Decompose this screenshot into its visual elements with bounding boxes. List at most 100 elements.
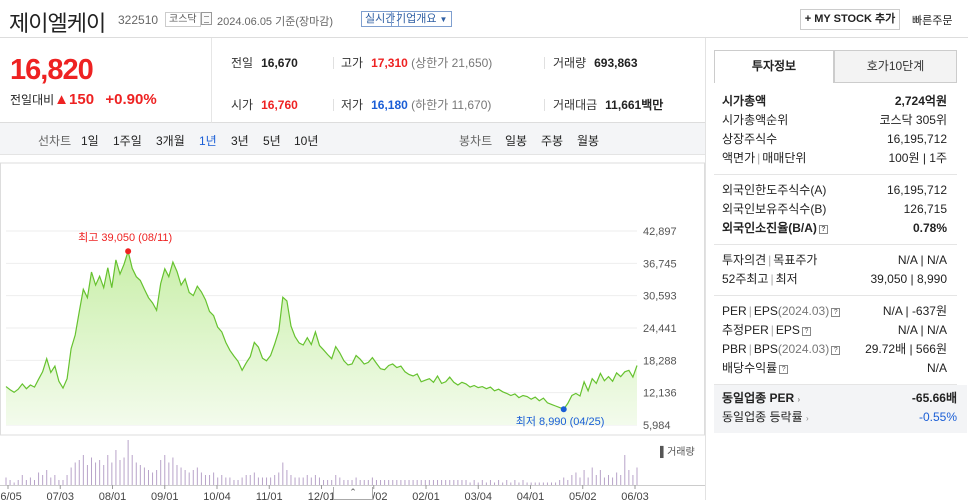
candle-monthly[interactable]: 월봉: [577, 134, 600, 148]
sector-chg-row: 동일업종 등락률 › -0.55%: [722, 410, 957, 424]
chart-expand-button[interactable]: ⌃: [333, 487, 373, 500]
high-price: 고가 17,310 (상한가 21,650): [341, 56, 493, 70]
price-chart[interactable]: 42,897 36,745 30,593 24,441 18,288 12,136 5,98…: [0, 155, 705, 500]
price-change: 전일대비▲150 +0.90%: [10, 91, 157, 108]
up-arrow-icon: ▲: [54, 91, 70, 108]
price-chart-svg: 42,897 36,745 30,593 24,441 18,288 12,136 5,98…: [0, 162, 705, 500]
sector-per-row: 동일업종 PER › -65.66배: [722, 391, 957, 405]
x-tick-label: 01/02: [360, 491, 388, 500]
help-icon[interactable]: ?: [818, 225, 828, 234]
sector-box: 동일업종 PER › -65.66배 동일업종 등락률 › -0.55%: [714, 385, 967, 433]
change-percent: +0.90%: [105, 91, 157, 108]
x-tick-label: 09/01: [151, 491, 179, 500]
y-tick-label: 30,593: [643, 291, 677, 303]
x-tick-label: 07/03: [46, 491, 74, 500]
realtime-button[interactable]: 실시간: [361, 11, 400, 27]
low-price: 저가 16,180 (하한가 11,670): [341, 98, 492, 112]
chevron-right-icon: ›: [797, 395, 801, 404]
period-3y[interactable]: 3년: [231, 134, 249, 148]
x-tick-label: 02/01: [412, 491, 440, 500]
market-badge: 코스닥: [165, 12, 201, 27]
company-info-dropdown[interactable]: 기업개요 ▼: [391, 11, 453, 27]
foreign-limit-row: 외국인한도주식수(A) 16,195,712: [722, 183, 947, 197]
help-icon[interactable]: ?: [831, 308, 841, 317]
period-3m[interactable]: 3개월: [156, 134, 185, 148]
x-tick-label: 12/01: [308, 491, 336, 500]
market-cap-row: 시가총액 2,724억원: [722, 94, 947, 108]
x-tick-label: 06/05: [0, 491, 22, 500]
price-summary: 전일 16,670 고가 17,310 (상한가 21,650) 거래량 693,86…: [212, 38, 705, 123]
help-icon[interactable]: ?: [831, 346, 841, 355]
par-unit-row: 액면가 | 매매단위 100원 | 1주: [722, 151, 947, 165]
period-5y[interactable]: 5년: [263, 134, 281, 148]
price-line: [5, 248, 638, 410]
y-tick-label: 12,136: [643, 388, 677, 400]
period-10y[interactable]: 10년: [294, 134, 319, 148]
opinion-row: 투자의견 | 목표주가 N/A | N/A: [722, 253, 947, 267]
stock-name: 제이엘케이: [9, 11, 106, 36]
stock-code: 322510: [118, 13, 159, 27]
pbr-bps-row: PBR | BPS(2024.03)? 29.72배 | 566원: [722, 342, 947, 356]
chevron-down-icon: ▼: [439, 15, 448, 24]
price-area: [6, 251, 637, 425]
x-tick-label: 05/02: [569, 491, 597, 500]
line-chart-label: 선차트: [38, 134, 72, 148]
current-price: 16,820: [10, 54, 94, 86]
help-icon[interactable]: ?: [801, 327, 811, 336]
chevron-right-icon: ›: [805, 414, 809, 423]
main-panel: 16,820 전일대비▲150 +0.90% 전일 16,670 고가 17,310…: [0, 38, 705, 500]
volume: 거래량 693,863: [553, 56, 638, 70]
candle-weekly[interactable]: 주봉: [541, 134, 564, 148]
x-tick-label: 10/04: [203, 491, 231, 500]
chevron-up-icon: ⌃: [349, 487, 357, 497]
volume-label: ▌거래량: [660, 445, 695, 459]
x-tick-label: 03/04: [464, 491, 492, 500]
period-1w[interactable]: 1주일: [113, 134, 142, 148]
foreign-ratio-row: 외국인소진율(B/A)? 0.78%: [722, 221, 947, 235]
document-icon[interactable]: [201, 12, 212, 25]
add-mystock-button[interactable]: + MY STOCK 추가: [800, 9, 900, 30]
help-icon[interactable]: ?: [779, 365, 789, 374]
open-price: 시가 16,760: [231, 98, 298, 112]
y-tick-label: 18,288: [643, 355, 677, 367]
quick-order-button[interactable]: 빠른주문: [912, 15, 953, 27]
base-date: 2024.06.05 기준(장마감): [217, 16, 334, 28]
est-per-row: 추정PER | EPS? N/A | N/A: [722, 323, 947, 337]
per-eps-row: PER | EPS(2024.03)? N/A | -637원: [722, 304, 947, 318]
prev-close: 전일 16,670: [231, 56, 298, 70]
x-tick-label: 06/03: [621, 491, 649, 500]
candle-daily[interactable]: 일봉: [505, 134, 528, 148]
period-1d[interactable]: 1일: [81, 134, 99, 148]
y-tick-label: 42,897: [643, 226, 677, 238]
rank-row: 시가총액순위 코스닥 305위: [722, 113, 947, 127]
stock-header: 제이엘케이 322510 코스닥 2024.06.05 기준(장마감) 실시간 …: [0, 0, 968, 38]
tab-invest-info[interactable]: 투자정보: [714, 50, 834, 83]
y-tick-label: 24,441: [643, 323, 677, 335]
info-tabs: 투자정보 호가10단계: [714, 50, 957, 83]
period-selector: 선차트 1일 1주일 3개월 1년 3년 5년 10년 봉차트 일봉 주봉 월봉: [0, 123, 705, 155]
invest-info-panel: 투자정보 호가10단계 시가총액 2,724억원 시가총액순위 코스닥 305위 상…: [705, 38, 968, 500]
trade-amount: 거래대금 11,661백만: [553, 98, 664, 112]
change-label: 전일대비: [10, 93, 55, 107]
max-point: [125, 248, 132, 255]
foreign-hold-row: 외국인보유주식수(B) 126,715: [722, 202, 947, 216]
min-point: [560, 406, 567, 413]
y-tick-label: 36,745: [643, 258, 677, 270]
x-tick-label: 11/01: [256, 491, 283, 500]
min-label: 최저 8,990 (04/25): [516, 415, 605, 428]
price-box: 16,820 전일대비▲150 +0.90%: [0, 38, 212, 123]
change-amount: 150: [69, 91, 95, 108]
y-tick-label: 5,984: [643, 420, 671, 432]
invest-info-table: 시가총액 2,724억원 시가총액순위 코스닥 305위 상장주식수 16,195,7…: [714, 92, 967, 433]
tab-orderbook[interactable]: 호가10단계: [834, 50, 957, 83]
x-tick-label: 04/01: [517, 491, 545, 500]
x-tick-label: 08/01: [99, 491, 127, 500]
max-label: 최고 39,050 (08/11): [78, 231, 172, 244]
company-info-label: 기업개요: [396, 13, 437, 25]
dividend-row: 배당수익률? N/A: [722, 361, 947, 375]
shares-row: 상장주식수 16,195,712: [722, 132, 947, 146]
plot-area: [0, 162, 705, 436]
period-1y[interactable]: 1년: [199, 134, 217, 148]
week52-row: 52주최고 | 최저 39,050 | 8,990: [722, 272, 947, 286]
candle-chart-label: 봉차트: [459, 134, 493, 148]
